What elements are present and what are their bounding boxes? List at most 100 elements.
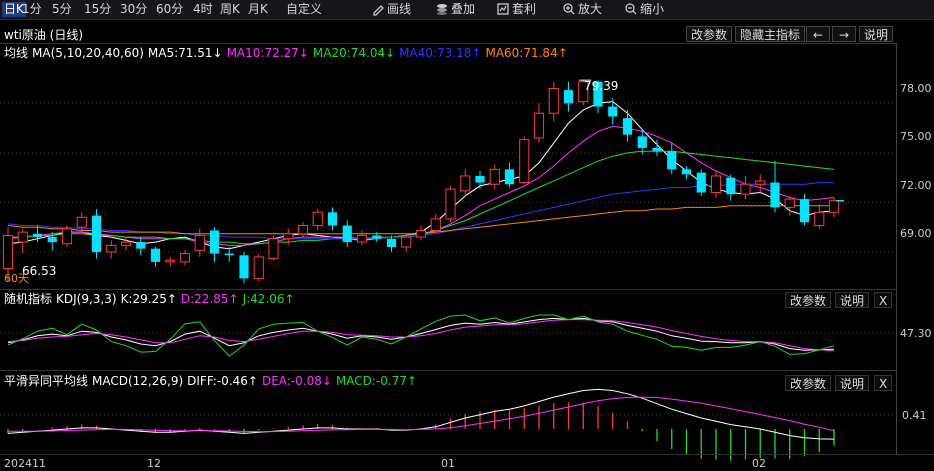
axis-divider bbox=[896, 370, 897, 454]
period-tab-9[interactable]: 自定义 bbox=[286, 2, 323, 16]
arbitrage-icon bbox=[497, 3, 509, 15]
price-tick: 69.00 bbox=[900, 227, 932, 240]
candle-body-down bbox=[224, 253, 234, 256]
ma60-value: MA60:71.84↑ bbox=[485, 46, 568, 60]
divider bbox=[0, 43, 896, 44]
candlestick-chart[interactable] bbox=[0, 0, 896, 471]
candle-body-down bbox=[209, 230, 220, 254]
tool-zoom-out-button[interactable]: 缩小 bbox=[625, 2, 664, 17]
candle-body-up bbox=[297, 225, 309, 235]
date-tick: 12 bbox=[147, 457, 161, 470]
candle-body-up bbox=[179, 253, 191, 263]
period-tab-1[interactable]: 1分 bbox=[22, 2, 42, 16]
tool-label: 缩小 bbox=[640, 2, 665, 16]
macd-help-button[interactable]: 说明 bbox=[835, 375, 870, 391]
kdj-d-value: D:22.85↑ bbox=[180, 292, 239, 306]
period-tab-3[interactable]: 15分 bbox=[84, 2, 112, 16]
candle-body-up bbox=[165, 259, 176, 263]
candle-body-down bbox=[386, 238, 397, 248]
date-tick: 01 bbox=[441, 457, 455, 470]
axis-divider bbox=[896, 289, 897, 370]
zoom-in-icon bbox=[563, 3, 575, 15]
candle-body-down bbox=[652, 147, 662, 152]
candle-body-up bbox=[2, 234, 14, 269]
period-tab-7[interactable]: 周K bbox=[220, 2, 240, 16]
divider bbox=[0, 454, 934, 455]
hide-main-indicator-button[interactable]: 隐藏主指标 bbox=[735, 26, 806, 42]
kdj-tick: 47.30 bbox=[900, 327, 932, 340]
candle-body-down bbox=[608, 106, 618, 117]
main-indicator-legend: 均线 MA(5,10,20,40,60) MA5:71.51↓ MA10:72.27↓… bbox=[4, 45, 572, 61]
candle-body-down bbox=[667, 151, 677, 170]
divider bbox=[0, 370, 896, 371]
period-tab-8[interactable]: 月K bbox=[248, 2, 268, 16]
macd-name: 平滑异同平均线 bbox=[4, 374, 89, 388]
candle-body-up bbox=[61, 228, 73, 245]
candle-body-down bbox=[504, 169, 515, 185]
ma-name: 均线 bbox=[4, 46, 29, 60]
candle-body-down bbox=[150, 248, 161, 262]
tool-pencil-button[interactable]: 画线 bbox=[372, 2, 411, 17]
ma20-value: MA20:74.04↓ bbox=[312, 46, 396, 60]
kdj-line-d bbox=[7, 319, 835, 352]
price-tick: 78.00 bbox=[900, 82, 932, 95]
tool-arbitrage-button[interactable]: 套利 bbox=[497, 2, 536, 17]
price-tick: 72.00 bbox=[900, 179, 932, 192]
candle-body-up bbox=[519, 139, 530, 184]
candle-body-down bbox=[593, 81, 603, 107]
kdj-j-value: J:42.06↑ bbox=[242, 292, 295, 306]
macd-legend: 平滑异同平均线 MACD(12,26,9) DIFF:-0.46↑ DEA:-0.08… bbox=[4, 373, 421, 389]
tool-label: 画线 bbox=[387, 2, 412, 16]
low-annotation: 66.53 bbox=[22, 264, 57, 278]
candle-body-down bbox=[32, 233, 43, 238]
ma5-value: MA5:71.51↓ bbox=[147, 46, 223, 60]
candle-body-up bbox=[445, 188, 456, 220]
period-tab-6[interactable]: 4时 bbox=[193, 2, 213, 16]
candle-body-up bbox=[194, 234, 205, 251]
kdj-help-button[interactable]: 说明 bbox=[835, 292, 870, 308]
macd-dea-value: DEA:-0.08↓ bbox=[261, 374, 332, 388]
candle-body-down bbox=[637, 136, 647, 148]
kdj-close-button[interactable]: X bbox=[874, 292, 892, 308]
candle-body-up bbox=[120, 241, 132, 246]
price-tick: 75.00 bbox=[900, 130, 932, 143]
candle-body-up bbox=[710, 175, 722, 193]
candle-body-up bbox=[268, 238, 279, 260]
ma60-tag: 60天 bbox=[4, 272, 29, 285]
candle-body-up bbox=[253, 256, 264, 279]
candle-body-up bbox=[76, 216, 87, 228]
period-tab-5[interactable]: 60分 bbox=[156, 2, 184, 16]
candle-body-up bbox=[755, 180, 766, 185]
tool-zoom-in-button[interactable]: 放大 bbox=[563, 2, 602, 17]
help-button[interactable]: 说明 bbox=[859, 26, 894, 42]
candle-body-down bbox=[342, 225, 352, 243]
tool-label: 叠加 bbox=[451, 2, 476, 16]
candle-body-up bbox=[415, 229, 427, 238]
candle-body-down bbox=[372, 235, 382, 239]
candle-body-down bbox=[563, 90, 574, 104]
kdj-modify-params-button[interactable]: 改参数 bbox=[785, 292, 832, 308]
period-tab-0[interactable]: 日K bbox=[2, 2, 26, 17]
kdj-k-value: K:29.25↑ bbox=[120, 292, 177, 306]
candle-body-up bbox=[312, 211, 323, 227]
candle-body-down bbox=[239, 255, 249, 279]
divider bbox=[0, 289, 896, 290]
period-tab-2[interactable]: 5分 bbox=[52, 2, 72, 16]
macd-close-button[interactable]: X bbox=[874, 375, 892, 391]
candle-body-down bbox=[327, 212, 338, 226]
zoom-out-icon bbox=[625, 3, 637, 15]
tool-label: 放大 bbox=[578, 2, 603, 16]
candle-body-down bbox=[726, 177, 736, 195]
modify-params-button[interactable]: 改参数 bbox=[686, 26, 733, 42]
candle-body-up bbox=[106, 244, 117, 253]
candle-body-down bbox=[696, 172, 706, 193]
date-tick: 202411 bbox=[4, 457, 46, 470]
macd-tick: 0.41 bbox=[902, 409, 927, 422]
candle-body-up bbox=[828, 200, 840, 213]
macd-modify-params-button[interactable]: 改参数 bbox=[785, 375, 832, 391]
tool-stack-button[interactable]: 叠加 bbox=[436, 2, 475, 17]
scroll-right-button[interactable]: → bbox=[832, 26, 856, 42]
scroll-left-button[interactable]: ← bbox=[806, 26, 830, 42]
period-tab-4[interactable]: 30分 bbox=[120, 2, 148, 16]
candle-body-down bbox=[136, 242, 146, 249]
